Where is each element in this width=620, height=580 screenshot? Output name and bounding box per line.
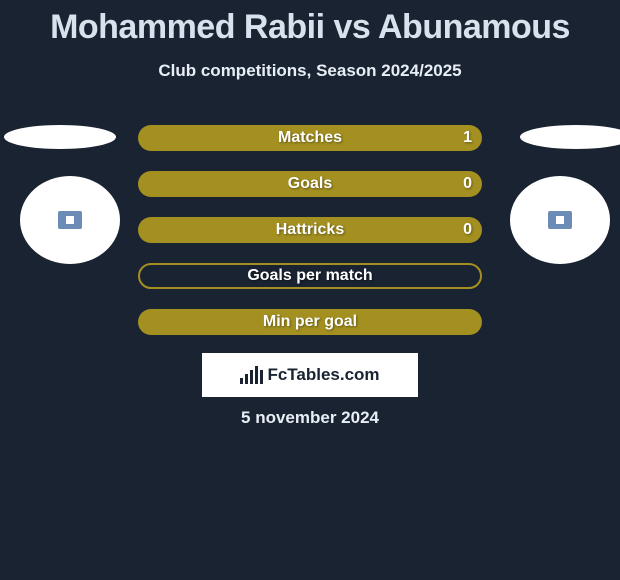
- stat-label: Goals: [288, 175, 332, 193]
- brand-bars-icon: [240, 366, 263, 384]
- brand-text: FcTables.com: [267, 365, 379, 385]
- club-badge-right: [510, 176, 610, 264]
- page-title: Mohammed Rabii vs Abunamous: [0, 0, 620, 47]
- stat-row-hattricks: Hattricks 0: [138, 217, 482, 243]
- club-icon-right: [548, 211, 572, 229]
- stats-container: Matches 1 Goals 0 Hattricks 0 Goals per …: [138, 125, 482, 355]
- stat-label: Hattricks: [276, 221, 344, 239]
- stat-label: Goals per match: [247, 267, 372, 285]
- stat-row-goals: Goals 0: [138, 171, 482, 197]
- brand-logo: FcTables.com: [240, 365, 379, 385]
- stat-row-goals-per-match: Goals per match: [138, 263, 482, 289]
- player-photo-right: [520, 125, 620, 149]
- stat-row-matches: Matches 1: [138, 125, 482, 151]
- subtitle: Club competitions, Season 2024/2025: [0, 61, 620, 81]
- date-line: 5 november 2024: [0, 408, 620, 428]
- club-badge-left: [20, 176, 120, 264]
- club-icon-left: [58, 211, 82, 229]
- stat-value: 1: [463, 129, 472, 147]
- player-photo-left: [4, 125, 116, 149]
- stat-value: 0: [463, 221, 472, 239]
- stat-row-min-per-goal: Min per goal: [138, 309, 482, 335]
- stat-label: Matches: [278, 129, 342, 147]
- brand-box: FcTables.com: [202, 353, 418, 397]
- stat-value: 0: [463, 175, 472, 193]
- stat-label: Min per goal: [263, 313, 357, 331]
